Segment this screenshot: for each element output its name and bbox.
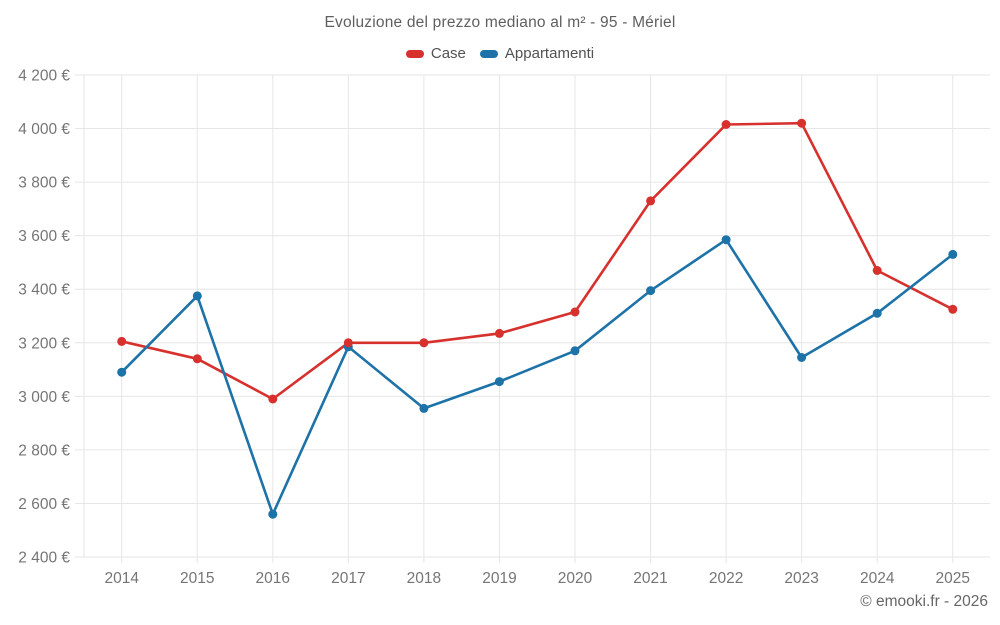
data-point[interactable] (872, 308, 882, 318)
x-tick-label: 2018 (407, 570, 441, 587)
data-point[interactable] (721, 120, 731, 129)
data-point[interactable] (721, 235, 731, 245)
data-point[interactable] (117, 336, 127, 346)
data-point[interactable] (419, 338, 429, 348)
series-markers-case (117, 118, 958, 404)
x-tick-label: 2016 (256, 570, 290, 587)
data-point[interactable] (192, 354, 202, 364)
y-tick-label: 3 000 € (18, 389, 70, 406)
data-point[interactable] (117, 367, 127, 377)
data-point[interactable] (570, 307, 580, 317)
legend-swatch-appartamenti-icon (479, 49, 498, 58)
x-tick-label: 2020 (558, 570, 593, 587)
data-point[interactable] (948, 304, 958, 314)
data-point[interactable] (646, 196, 656, 206)
chart-legend: Case Appartamenti (0, 45, 1000, 62)
series-line-appartamenti (120, 238, 955, 516)
x-tick-label: 2021 (633, 570, 667, 587)
legend-item-case[interactable]: Case (405, 45, 466, 62)
series-markers-appartamenti (117, 235, 958, 519)
x-tick-label: 2017 (331, 570, 365, 587)
x-tick-label: 2023 (784, 570, 818, 587)
legend-label-appartamenti: Appartamenti (504, 45, 595, 62)
x-tick-label: 2019 (482, 570, 516, 587)
y-tick-label: 2 600 € (18, 496, 70, 513)
data-point[interactable] (570, 346, 580, 356)
data-point[interactable] (797, 353, 807, 362)
data-point[interactable] (268, 394, 278, 404)
copyright-footer: © emooki.fr - 2026 (860, 593, 988, 610)
chart-title: Evoluzione del prezzo mediano al m² - 95… (324, 14, 676, 31)
x-tick-label: 2022 (709, 570, 743, 587)
y-tick-label: 2 800 € (18, 442, 70, 459)
data-point[interactable] (419, 403, 429, 413)
data-point[interactable] (494, 377, 504, 387)
data-point[interactable] (343, 338, 353, 348)
data-point[interactable] (268, 509, 278, 519)
y-tick-label: 3 400 € (18, 282, 70, 299)
y-tick-label: 4 200 € (18, 68, 70, 85)
x-tick-label: 2015 (180, 570, 214, 587)
series-line-case (120, 121, 955, 401)
x-tick-label: 2025 (936, 570, 970, 587)
data-point[interactable] (494, 328, 504, 338)
y-tick-label: 2 400 € (18, 550, 70, 567)
legend-swatch-case-icon (405, 49, 424, 58)
y-tick-label: 3 200 € (18, 335, 70, 352)
data-point[interactable] (192, 291, 202, 301)
legend-item-appartamenti[interactable]: Appartamenti (479, 45, 595, 62)
data-point[interactable] (797, 118, 807, 128)
y-axis-labels: 2 400 € 2 600 € 2 800 € 3 000 € 3 200 € 3 400… (18, 68, 70, 567)
y-tick-label: 4 000 € (18, 121, 70, 138)
data-point[interactable] (646, 286, 656, 296)
x-axis-labels: 2014 2015 2016 2017 2018 2019 2020 2021 2022 2023… (104, 570, 970, 587)
y-tick-label: 3 600 € (18, 228, 70, 245)
data-point[interactable] (948, 249, 958, 259)
data-point[interactable] (872, 266, 882, 275)
y-tick-label: 3 800 € (18, 175, 70, 192)
gridlines (75, 74, 990, 563)
x-tick-label: 2024 (860, 570, 895, 587)
legend-label-case: Case (430, 45, 466, 62)
x-tick-label: 2014 (104, 570, 139, 587)
